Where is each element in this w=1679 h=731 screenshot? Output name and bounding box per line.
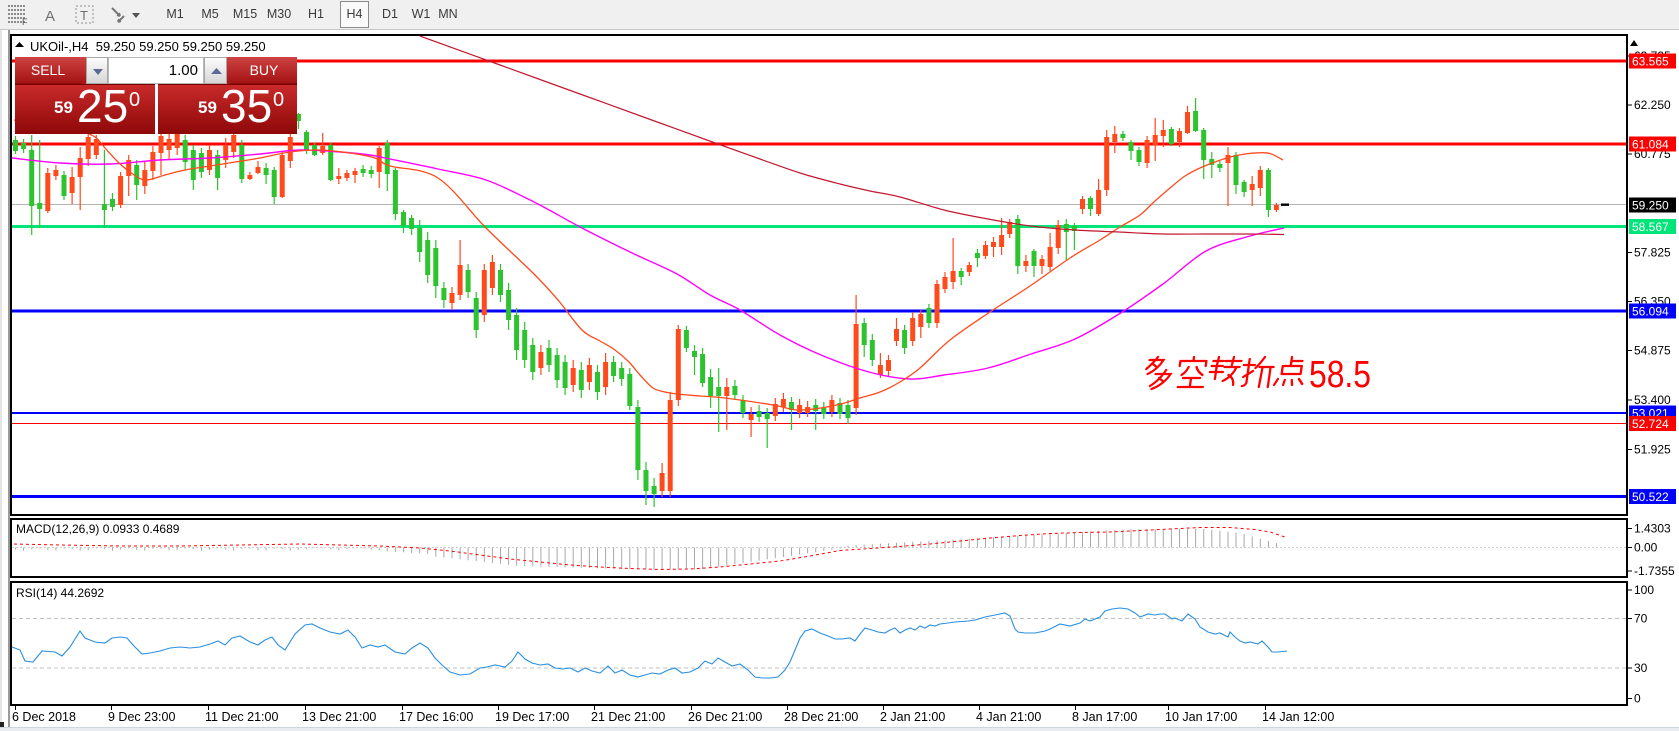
svg-text:-1.7355: -1.7355 xyxy=(1634,564,1675,578)
svg-text:14 Jan 12:00: 14 Jan 12:00 xyxy=(1262,710,1334,724)
svg-text:58.5: 58.5 xyxy=(1309,354,1371,396)
svg-text:59.250: 59.250 xyxy=(1632,199,1669,213)
svg-text:6 Dec 2018: 6 Dec 2018 xyxy=(12,710,76,724)
svg-text:9 Dec 23:00: 9 Dec 23:00 xyxy=(108,710,175,724)
svg-text:UKOil-,H4 59.250 59.250 59.25: UKOil-,H4 59.250 59.250 59.250 59.250 xyxy=(30,39,266,54)
svg-text:58.567: 58.567 xyxy=(1632,220,1669,234)
svg-text:13 Dec 21:00: 13 Dec 21:00 xyxy=(302,710,376,724)
svg-text:30: 30 xyxy=(1634,661,1648,675)
svg-text:0.00: 0.00 xyxy=(1634,541,1658,555)
svg-text:T: T xyxy=(80,8,88,23)
svg-text:62.250: 62.250 xyxy=(1634,98,1671,112)
svg-text:57.825: 57.825 xyxy=(1634,246,1671,260)
svg-text:53.400: 53.400 xyxy=(1634,393,1671,407)
svg-text:50.522: 50.522 xyxy=(1632,490,1669,504)
svg-text:1.4303: 1.4303 xyxy=(1634,522,1671,536)
svg-text:51.925: 51.925 xyxy=(1634,443,1671,457)
svg-text:0: 0 xyxy=(1634,692,1641,706)
svg-text:2 Jan 21:00: 2 Jan 21:00 xyxy=(880,710,945,724)
svg-text:17 Dec 16:00: 17 Dec 16:00 xyxy=(399,710,473,724)
svg-text:F: F xyxy=(22,17,28,27)
svg-text:21 Dec 21:00: 21 Dec 21:00 xyxy=(591,710,665,724)
svg-text:MACD(12,26,9) 0.0933 0.4689: MACD(12,26,9) 0.0933 0.4689 xyxy=(16,522,180,536)
svg-text:4 Jan 21:00: 4 Jan 21:00 xyxy=(976,710,1041,724)
svg-text:19 Dec 17:00: 19 Dec 17:00 xyxy=(495,710,569,724)
svg-text:63.565: 63.565 xyxy=(1632,55,1669,69)
svg-text:10 Jan 17:00: 10 Jan 17:00 xyxy=(1165,710,1237,724)
svg-text:54.875: 54.875 xyxy=(1634,344,1671,358)
svg-text:61.084: 61.084 xyxy=(1632,138,1669,152)
svg-text:70: 70 xyxy=(1634,612,1648,626)
svg-text:26 Dec 21:00: 26 Dec 21:00 xyxy=(688,710,762,724)
svg-text:56.094: 56.094 xyxy=(1632,305,1669,319)
svg-text:A: A xyxy=(45,8,55,25)
svg-text:28 Dec 21:00: 28 Dec 21:00 xyxy=(784,710,858,724)
svg-text:RSI(14) 44.2692: RSI(14) 44.2692 xyxy=(16,586,104,600)
svg-text:52.724: 52.724 xyxy=(1632,417,1669,431)
svg-text:100: 100 xyxy=(1634,583,1654,597)
svg-text:8 Jan 17:00: 8 Jan 17:00 xyxy=(1072,710,1137,724)
svg-text:11 Dec 21:00: 11 Dec 21:00 xyxy=(205,710,278,724)
